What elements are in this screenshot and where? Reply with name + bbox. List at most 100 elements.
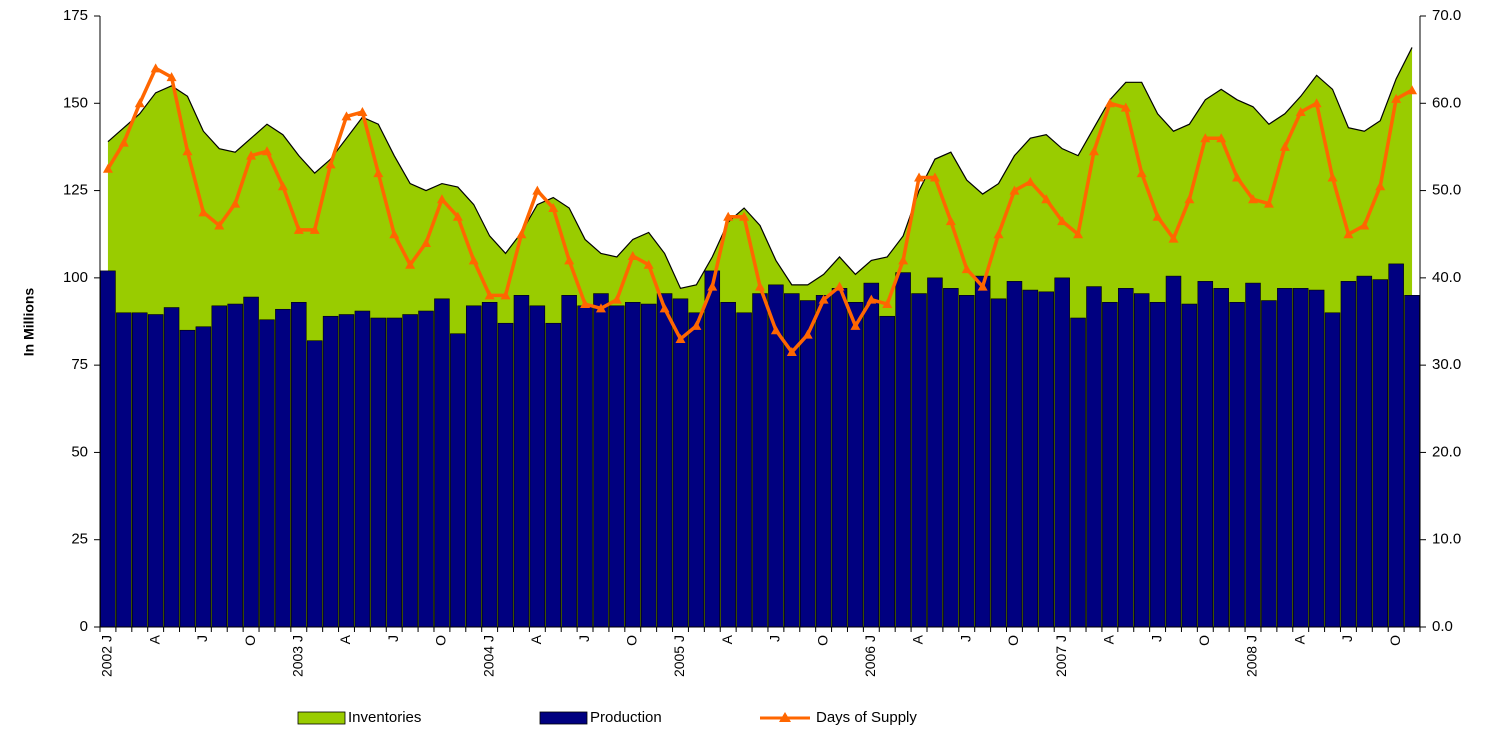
x-tick-label: J (767, 635, 783, 642)
bar (799, 300, 816, 628)
marker (532, 185, 543, 195)
marker (102, 163, 113, 173)
marker (659, 303, 670, 313)
bar (990, 298, 1007, 628)
bar (418, 310, 434, 628)
bar (879, 315, 895, 628)
bar (243, 296, 259, 628)
bar (1324, 312, 1341, 628)
bar (147, 314, 164, 628)
x-tick-label: 2002 J (99, 635, 115, 677)
marker (755, 281, 765, 291)
bar (911, 293, 927, 628)
marker (421, 237, 432, 247)
bar (354, 310, 371, 628)
x-tick-label: O (242, 635, 258, 646)
x-tick-label: J (385, 635, 401, 642)
bar (227, 303, 243, 628)
bar (1086, 286, 1102, 628)
bar (545, 322, 562, 628)
marker (182, 146, 193, 156)
bar (736, 312, 752, 628)
marker (1327, 172, 1338, 182)
bar (1229, 301, 1245, 628)
marker (1088, 146, 1099, 156)
marker (707, 281, 718, 291)
marker (834, 281, 845, 291)
x-tick-label: J (957, 635, 973, 642)
marker (1295, 107, 1306, 117)
y-tick-label: 100 (63, 269, 88, 286)
legend-label: Days of Supply (816, 709, 917, 726)
marker (1391, 93, 1402, 103)
bar (338, 314, 355, 628)
legend-swatch (297, 711, 346, 725)
bar (1054, 277, 1070, 628)
y2-tick-label: 70.0 (1432, 7, 1461, 24)
marker (945, 216, 956, 226)
marker (643, 259, 654, 269)
marker (595, 303, 606, 313)
bar (179, 329, 196, 628)
x-tick-label: J (1148, 635, 1164, 642)
marker (1168, 233, 1179, 243)
marker (373, 168, 384, 178)
bar (450, 333, 466, 628)
bar (116, 312, 132, 628)
marker (1057, 216, 1068, 226)
bar (513, 295, 530, 628)
bar (704, 270, 721, 628)
bar (672, 298, 689, 628)
marker (961, 264, 972, 274)
bar (211, 305, 228, 628)
bar (1308, 289, 1325, 628)
marker (452, 211, 463, 221)
x-tick-label: A (910, 634, 926, 644)
bar (1006, 281, 1023, 628)
bar (593, 293, 609, 628)
y2-tick-label: 0.0 (1432, 618, 1453, 635)
bar (656, 293, 673, 628)
bar (577, 305, 593, 628)
x-tick-label: O (1005, 635, 1021, 646)
marker (675, 333, 686, 343)
bar (927, 277, 943, 628)
bar (481, 301, 498, 628)
marker (246, 150, 257, 160)
bar (1261, 300, 1277, 628)
marker (516, 229, 527, 239)
marker (1120, 102, 1131, 112)
y-tick-label: 150 (63, 94, 88, 111)
marker (198, 207, 209, 217)
y2-tick-label: 50.0 (1432, 182, 1461, 199)
marker (977, 281, 988, 291)
bar (322, 315, 339, 628)
marker (914, 172, 925, 182)
legend-label: Inventories (348, 709, 421, 726)
bar (720, 301, 736, 628)
marker (1311, 98, 1322, 108)
bar (943, 288, 959, 628)
y-tick-label: 25 (71, 531, 88, 548)
bar (1118, 288, 1134, 628)
marker (691, 320, 702, 330)
marker (261, 146, 272, 156)
marker (1279, 141, 1290, 151)
marker (786, 347, 797, 357)
bar (958, 295, 975, 628)
marker (1375, 181, 1386, 191)
marker (1359, 220, 1370, 230)
marker (134, 98, 145, 108)
bar (1070, 317, 1086, 628)
marker (739, 211, 750, 221)
x-tick-label: A (146, 634, 162, 644)
y-tick-label: 50 (71, 443, 88, 460)
y-axis-label: In Millions (21, 288, 37, 357)
marker (118, 137, 129, 147)
marker (723, 211, 734, 221)
bar (100, 270, 116, 628)
y2-tick-label: 20.0 (1432, 443, 1461, 460)
bar (1165, 275, 1182, 628)
x-tick-label: A (337, 634, 353, 644)
